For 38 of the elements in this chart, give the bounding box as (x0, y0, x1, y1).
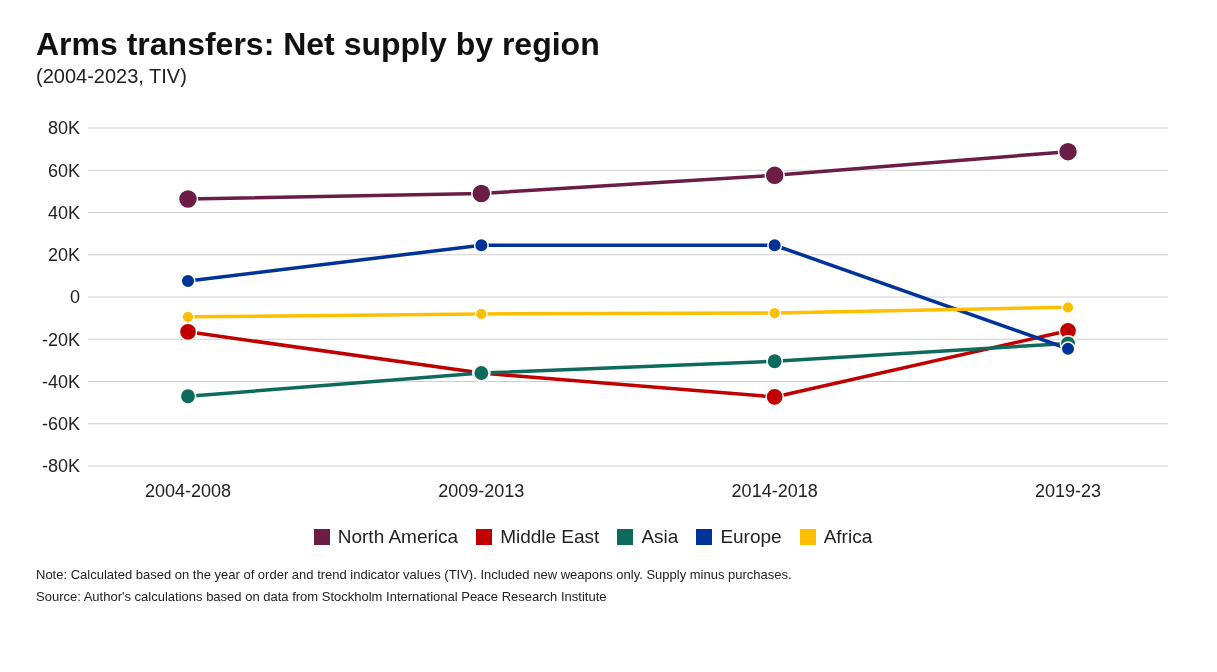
point (181, 310, 195, 324)
legend-label: Asia (640, 526, 679, 548)
point (1061, 300, 1075, 314)
point (1060, 341, 1076, 357)
point (768, 306, 782, 320)
point (180, 273, 196, 289)
y-tick-label: 0 (69, 287, 80, 308)
point (766, 352, 784, 370)
point (764, 165, 785, 186)
chart-title: Arms transfers: Net supply by region (36, 26, 601, 63)
y-tick-label: -40K (41, 371, 80, 392)
y-tick-label: 60K (47, 160, 80, 181)
y-tick-label: -20K (41, 329, 80, 350)
legend-label: Europe (719, 526, 782, 548)
legend-label: Africa (822, 526, 873, 548)
y-tick-label: -60K (41, 414, 80, 435)
point (471, 183, 492, 204)
point (1057, 141, 1079, 162)
legend-label: Middle East (499, 526, 600, 548)
point (179, 387, 197, 405)
x-tick-label: 2014-2018 (731, 480, 818, 501)
y-tick-label: -80K (41, 456, 80, 477)
y-tick-label: 80K (47, 118, 80, 139)
point (177, 188, 199, 210)
y-tick-label: 40K (47, 202, 80, 223)
x-tick-label: 2004-2008 (144, 480, 232, 501)
text: Note: Calculated based on the year of order and trend indicator values (TIV). Included new weapons only. Supply minus purchases. (36, 566, 793, 584)
point (474, 307, 488, 321)
point (178, 322, 198, 342)
x-tick-label: 2019-23 (1034, 480, 1102, 501)
point (765, 387, 785, 407)
legend-label: North America (336, 526, 459, 548)
x-tick-label: 2009-2013 (438, 480, 525, 501)
source-note: Source: Author's calculations based on data from Stockholm International Peace Research Institute (36, 588, 608, 606)
chart-subtitle: (2004-2023, TIV) (36, 65, 188, 88)
point (473, 237, 489, 253)
point (767, 237, 783, 253)
y-tick-label: 20K (47, 245, 80, 266)
